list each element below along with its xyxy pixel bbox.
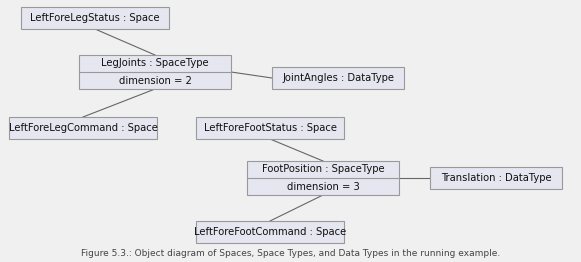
Text: LeftForeFootCommand : Space: LeftForeFootCommand : Space [194, 227, 346, 237]
FancyBboxPatch shape [430, 167, 562, 189]
FancyBboxPatch shape [21, 7, 169, 29]
Text: Translation : DataType: Translation : DataType [440, 173, 551, 183]
Text: Figure 5.3.: Object diagram of Spaces, Space Types, and Data Types in the runnin: Figure 5.3.: Object diagram of Spaces, S… [81, 249, 500, 258]
FancyBboxPatch shape [272, 67, 404, 89]
Text: LegJoints : SpaceType: LegJoints : SpaceType [101, 58, 209, 68]
Text: FootPosition : SpaceType: FootPosition : SpaceType [261, 165, 384, 174]
Text: dimension = 3: dimension = 3 [286, 182, 360, 192]
FancyBboxPatch shape [9, 117, 157, 139]
FancyBboxPatch shape [196, 117, 344, 139]
Text: JointAngles : DataType: JointAngles : DataType [282, 73, 394, 83]
FancyBboxPatch shape [196, 221, 344, 243]
FancyBboxPatch shape [247, 161, 399, 195]
FancyBboxPatch shape [79, 55, 231, 89]
Text: LeftForeFootStatus : Space: LeftForeFootStatus : Space [203, 123, 336, 133]
Text: LeftForeLegStatus : Space: LeftForeLegStatus : Space [30, 13, 160, 23]
Text: LeftForeLegCommand : Space: LeftForeLegCommand : Space [9, 123, 157, 133]
Text: dimension = 2: dimension = 2 [119, 75, 191, 85]
